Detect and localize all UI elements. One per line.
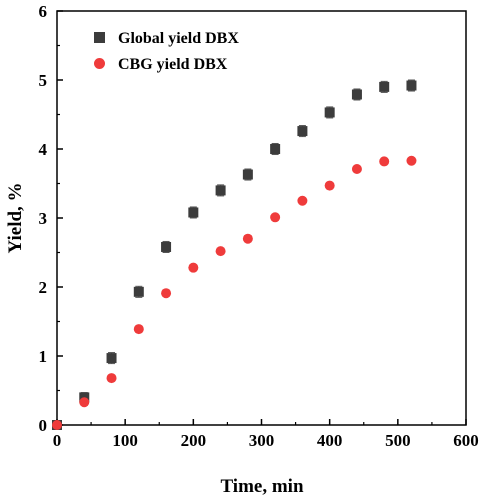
legend-label-cbg: CBG yield DBX (118, 56, 228, 73)
data-point-cbg (270, 212, 281, 223)
x-tick-label: 100 (112, 431, 138, 450)
data-point-global (215, 185, 226, 196)
data-point-cbg (161, 288, 172, 299)
plot-frame (56, 10, 467, 426)
x-tick-label: 500 (385, 431, 411, 450)
data-point-global (406, 80, 417, 91)
x-tick-label: 400 (317, 431, 343, 450)
legend: Global yield DBX CBG yield DBX (94, 30, 239, 73)
legend-marker-global (94, 32, 105, 43)
x-tick-label: 300 (249, 431, 275, 450)
data-point-global (297, 126, 308, 137)
y-tick-label: 1 (39, 347, 48, 366)
data-point-cbg (297, 195, 308, 206)
data-point-global (242, 169, 253, 180)
data-point-cbg (52, 420, 62, 430)
y-tick-label: 6 (39, 2, 48, 21)
data-point-cbg (324, 180, 335, 191)
x-axis: 0 100 200 300 400 500 600 (53, 419, 479, 450)
data-point-cbg (106, 373, 117, 384)
y-axis: 0 1 2 3 4 5 6 (39, 2, 63, 435)
y-tick-label: 4 (39, 140, 48, 159)
y-tick-label: 2 (39, 278, 48, 297)
data-point-cbg (133, 324, 144, 335)
y-tick-label: 5 (39, 71, 48, 90)
data-point-cbg (351, 164, 362, 175)
x-axis-title: Time, min (220, 476, 303, 497)
data-point-global (324, 107, 335, 118)
y-tick-label: 0 (39, 416, 48, 435)
data-point-global (133, 286, 144, 297)
data-point-cbg (406, 155, 417, 166)
data-point-global (188, 207, 199, 218)
data-point-global (379, 81, 390, 92)
x-tick-label: 600 (453, 431, 479, 450)
data-point-global (161, 241, 172, 252)
data-point-global (270, 144, 281, 154)
data-point-global (351, 89, 362, 100)
data-point-global (106, 353, 117, 364)
data-point-cbg (215, 246, 226, 257)
legend-label-global: Global yield DBX (118, 30, 239, 47)
x-tick-label: 200 (181, 431, 207, 450)
data-marks (52, 79, 417, 430)
y-axis-title: Yield, % (5, 182, 26, 253)
x-tick-label: 0 (53, 431, 62, 450)
data-point-cbg (379, 156, 390, 167)
data-point-cbg (188, 262, 199, 273)
y-tick-label: 3 (39, 209, 48, 228)
data-point-cbg (79, 397, 90, 408)
data-point-cbg (242, 233, 253, 244)
legend-marker-cbg (94, 58, 105, 69)
